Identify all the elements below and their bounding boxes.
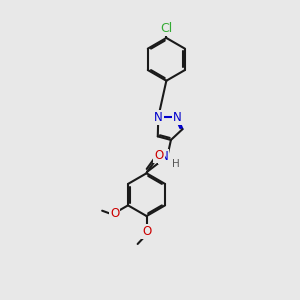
Text: Cl: Cl — [160, 22, 172, 35]
Text: O: O — [110, 207, 119, 220]
Text: H: H — [172, 159, 180, 169]
Text: N: N — [159, 150, 168, 163]
Text: N: N — [154, 111, 163, 124]
Text: O: O — [154, 149, 164, 162]
Text: O: O — [142, 225, 151, 238]
Text: N: N — [173, 111, 182, 124]
